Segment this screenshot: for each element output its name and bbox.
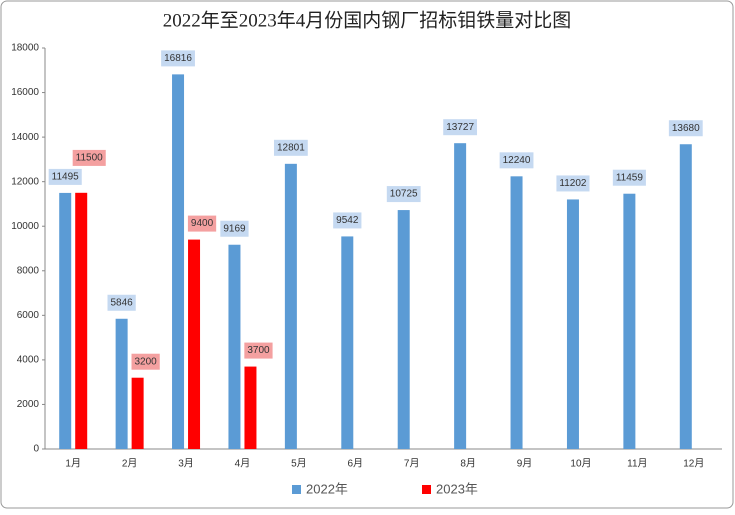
data-label: 5846 — [111, 297, 134, 308]
x-tick-label: 8月 — [460, 458, 476, 470]
data-label-bg — [668, 120, 703, 137]
bar — [679, 144, 692, 450]
data-label-bg — [161, 50, 195, 67]
bar — [454, 143, 467, 450]
data-label-bg — [612, 169, 646, 186]
y-tick-label: 0 — [33, 444, 39, 455]
y-tick-label: 2000 — [17, 399, 40, 410]
data-label-bg — [499, 152, 534, 169]
bar — [284, 163, 297, 449]
x-tick-label: 12月 — [683, 458, 704, 470]
x-tick-label: 9月 — [517, 458, 533, 470]
bar — [244, 366, 257, 449]
bar — [510, 176, 523, 449]
data-label: 11459 — [616, 172, 644, 183]
data-label-bg — [244, 342, 273, 359]
data-label-bg — [48, 168, 82, 185]
y-tick-label: 10000 — [11, 221, 39, 232]
bar — [75, 192, 88, 450]
bar — [115, 318, 128, 449]
data-label: 11495 — [52, 172, 80, 183]
data-label: 13727 — [446, 122, 474, 133]
data-label: 9542 — [336, 215, 359, 226]
data-label-bg — [273, 139, 308, 156]
x-tick-label: 2月 — [122, 458, 138, 470]
x-tick-label: 10月 — [570, 458, 591, 470]
bar — [172, 74, 185, 449]
bar — [397, 210, 410, 449]
x-tick-label: 3月 — [178, 458, 194, 470]
legend-swatch — [292, 485, 301, 494]
y-tick-label: 16000 — [11, 87, 39, 98]
data-label: 16816 — [164, 53, 192, 64]
chart-title: 2022年至2023年4月份国内钢厂招标钼铁量对比图 — [163, 9, 572, 31]
x-tick-label: 1月 — [65, 458, 81, 470]
x-tick-label: 4月 — [235, 458, 251, 470]
data-label: 12801 — [277, 142, 305, 153]
x-tick-label: 5月 — [291, 458, 307, 470]
legend-label: 2023年 — [436, 481, 478, 496]
data-label-bg — [187, 215, 217, 232]
legend-swatch — [422, 485, 431, 494]
data-label: 12240 — [503, 155, 531, 166]
x-tick-label: 11月 — [627, 458, 647, 470]
data-label-bg — [131, 353, 160, 370]
data-label: 11500 — [76, 153, 104, 164]
bar — [228, 244, 241, 449]
data-label: 9169 — [223, 223, 246, 234]
data-label-bg — [107, 294, 136, 311]
y-tick-label: 4000 — [17, 355, 40, 366]
y-tick-label: 8000 — [17, 265, 40, 276]
data-label-bg — [386, 186, 421, 203]
bar — [131, 377, 144, 449]
data-label: 3200 — [135, 356, 158, 367]
legend-label: 2022年 — [306, 481, 348, 496]
data-label: 10725 — [390, 189, 418, 200]
bar — [341, 236, 354, 449]
data-label: 3700 — [247, 345, 270, 356]
data-label: 11202 — [559, 178, 587, 189]
data-label-bg — [220, 220, 249, 237]
y-tick-label: 18000 — [11, 43, 39, 54]
bar — [188, 239, 201, 449]
data-label: 9400 — [191, 218, 214, 229]
bar — [623, 193, 636, 449]
y-tick-label: 14000 — [11, 132, 39, 143]
data-label-bg — [333, 212, 362, 229]
data-label: 13680 — [672, 123, 700, 134]
y-tick-label: 12000 — [11, 176, 39, 187]
data-label-bg — [556, 175, 590, 192]
data-label-bg — [72, 149, 106, 166]
bar — [59, 192, 72, 450]
x-tick-label: 7月 — [404, 458, 420, 470]
data-label-bg — [443, 119, 478, 136]
bar — [566, 199, 579, 449]
y-tick-label: 6000 — [17, 310, 40, 321]
x-tick-label: 6月 — [348, 458, 364, 470]
